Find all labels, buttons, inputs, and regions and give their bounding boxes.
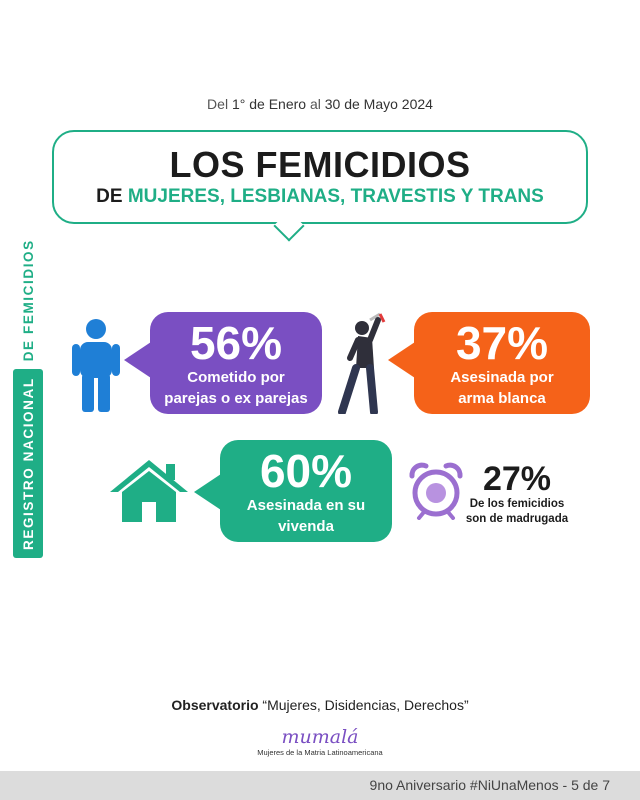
page-title: LOS FEMICIDIOS [169, 144, 471, 185]
stat-label-line2: parejas o ex parejas [164, 389, 308, 407]
person-icon [72, 319, 120, 412]
alarm-clock-icon [409, 462, 463, 520]
title-speech-bubble [52, 130, 588, 224]
date-mid: al [309, 96, 321, 112]
date-end: 30 de Mayo 2024 [324, 96, 433, 112]
stat-bubble-partners: 56% Cometido por parejas o ex parejas [150, 312, 322, 414]
stat-value: 60% [259, 445, 353, 497]
bubble-tail-37 [388, 340, 418, 380]
subtitle-highlight: MUJERES, LESBIANAS, TRAVESTIS Y TRANS [127, 186, 544, 207]
side-label: REGISTRO NACIONAL DE FEMICIDIOS [13, 236, 43, 558]
attacker-knife-icon [338, 312, 386, 414]
date-prefix: Del [207, 96, 229, 112]
date-range: Del 1° de Enero al 30 de Mayo 2024 [0, 96, 640, 112]
stat-dawn: 27% De los femicidios son de madrugada [462, 462, 572, 525]
stat-value: 37% [455, 317, 549, 369]
stat-label-line1: Cometido por [187, 369, 285, 386]
subtitle-prefix: DE [96, 186, 123, 207]
stat-label-line1: Asesinada en su [246, 497, 366, 514]
mumala-logo: mumalá [281, 726, 359, 748]
stat-label-line2: vivenda [278, 517, 334, 535]
date-start: 1° de Enero [231, 96, 307, 112]
footer-bar: 9no Aniversario #NiUnaMenos - 5 de 7 [0, 771, 640, 800]
page-subtitle: DE MUJERES, LESBIANAS, TRAVESTIS Y TRANS [52, 186, 588, 208]
bubble-tail-60 [194, 472, 224, 512]
stat-value: 56% [189, 317, 283, 369]
side-label-boxed: REGISTRO NACIONAL [13, 369, 43, 558]
stat-label-line1: Asesinada por [450, 369, 554, 386]
observatory-credit: Observatorio “Mujeres, Disidencias, Dere… [0, 697, 640, 713]
side-label-rest: DE FEMICIDIOS [20, 239, 36, 362]
stat-bubble-knife: 37% Asesinada por arma blanca [414, 312, 590, 414]
house-icon [110, 460, 188, 522]
stat-label-line2: son de madrugada [465, 512, 569, 525]
logo-subtitle: Mujeres de la Matria Latinoamericana [257, 748, 383, 757]
stat-label-line1: De los femicidios [469, 498, 565, 510]
stat-value: 27% [482, 460, 552, 498]
bubble-tail-56 [124, 340, 154, 380]
footer-text: 9no Aniversario #NiUnaMenos - 5 de 7 [369, 777, 610, 793]
observatory-name: Observatorio [171, 697, 259, 713]
observatory-quote: “Mujeres, Disidencias, Derechos” [262, 697, 469, 713]
stat-label-line2: arma blanca [458, 389, 546, 407]
stat-bubble-home: 60% Asesinada en su vivenda [220, 440, 392, 542]
